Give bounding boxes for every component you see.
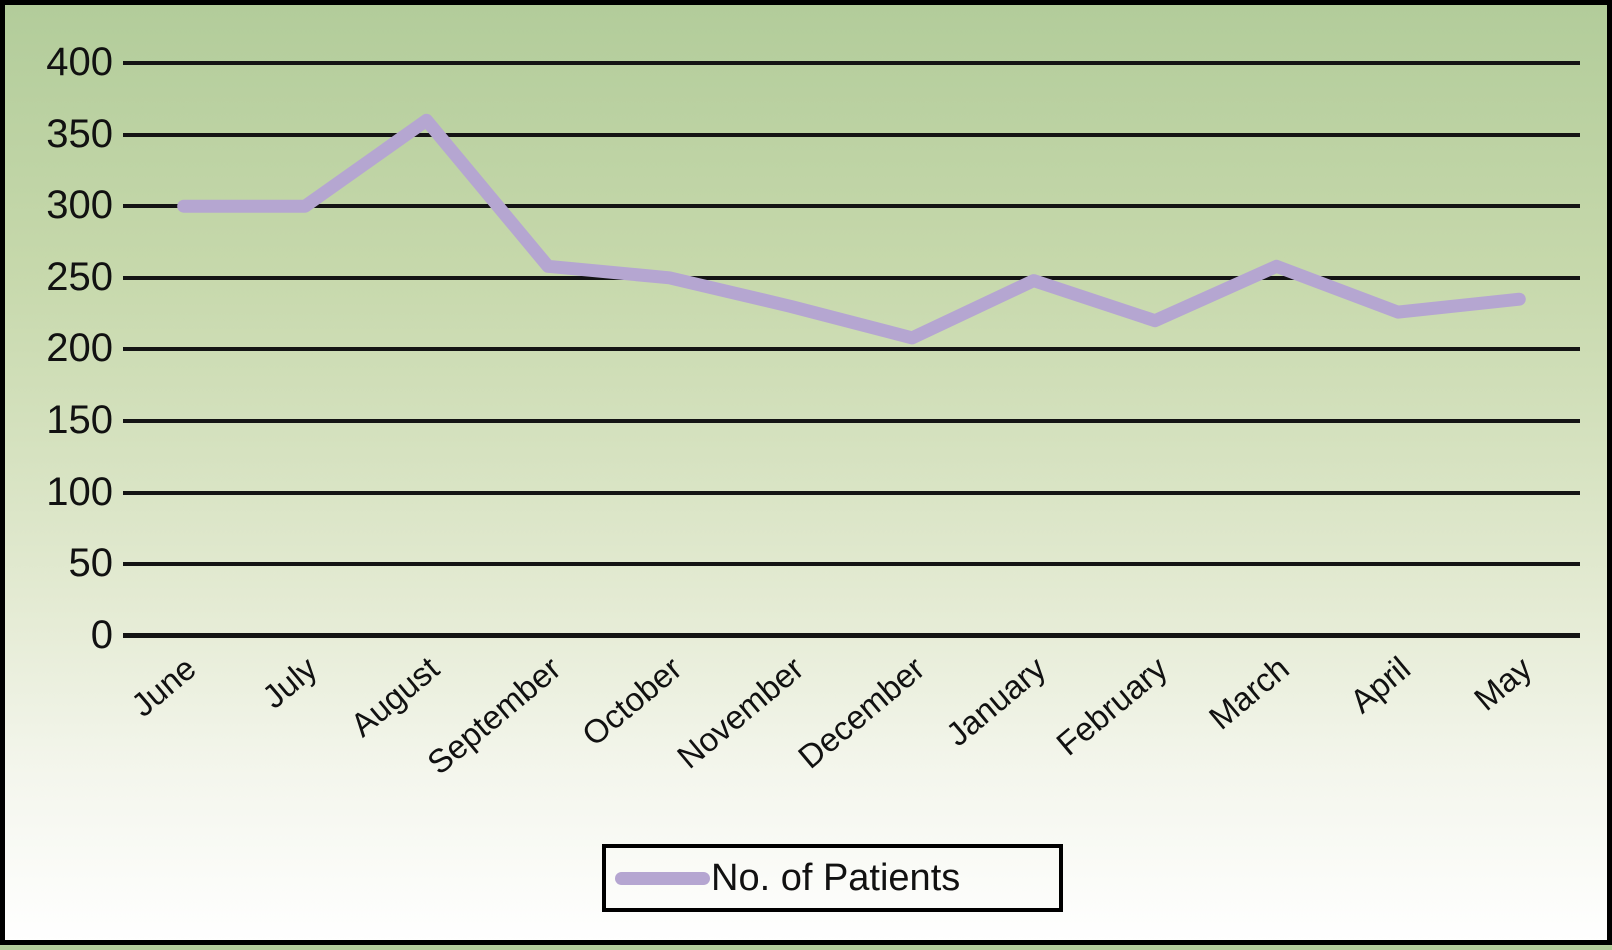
legend-label: No. of Patients [711, 857, 961, 899]
gridline-400 [123, 61, 1580, 65]
y-axis-tick-label-200: 200 [46, 326, 113, 371]
legend-line-swatch [615, 871, 710, 885]
patients-line-series [177, 113, 1526, 345]
gridline-200 [123, 347, 1580, 352]
y-axis-tick-label-100: 100 [46, 469, 113, 514]
y-axis-tick-label-0: 0 [90, 612, 113, 657]
y-axis-tick-label-250: 250 [46, 254, 113, 299]
gridline-100 [123, 490, 1580, 495]
y-axis-tick-label-400: 400 [46, 40, 113, 85]
gridline-50 [123, 562, 1580, 567]
gridline-150 [123, 418, 1580, 423]
y-axis-tick-label-350: 350 [46, 111, 113, 156]
gridline-250 [123, 275, 1580, 280]
gridline-300 [123, 204, 1580, 209]
y-axis-tick-label-150: 150 [46, 398, 113, 443]
y-axis-tick-label-300: 300 [46, 183, 113, 228]
patients-line [177, 113, 1526, 345]
gridline-0 [123, 633, 1580, 639]
gridline-350 [123, 132, 1580, 137]
y-axis-tick-label-50: 50 [68, 541, 114, 586]
legend: No. of Patients [602, 844, 1063, 912]
